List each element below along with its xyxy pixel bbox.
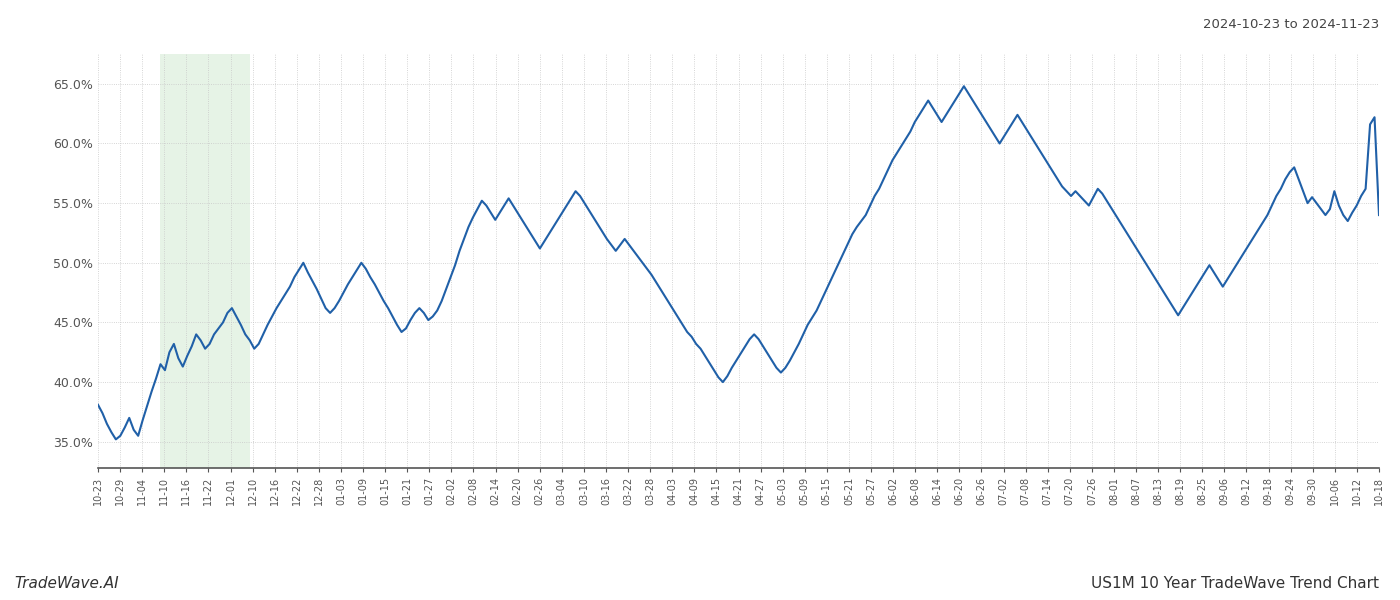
Bar bbox=[161, 54, 249, 468]
Text: TradeWave.AI: TradeWave.AI bbox=[14, 576, 119, 591]
Text: 2024-10-23 to 2024-11-23: 2024-10-23 to 2024-11-23 bbox=[1203, 18, 1379, 31]
Text: US1M 10 Year TradeWave Trend Chart: US1M 10 Year TradeWave Trend Chart bbox=[1091, 576, 1379, 591]
